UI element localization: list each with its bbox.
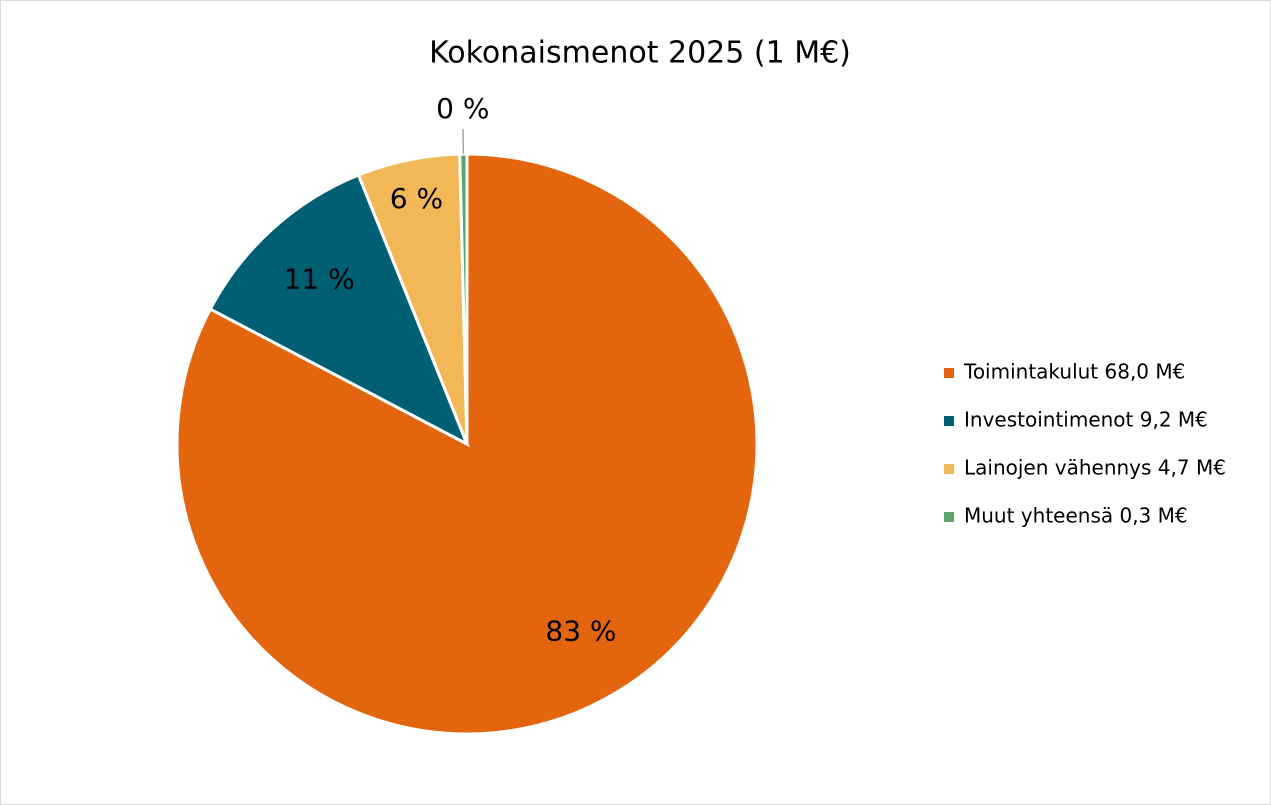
legend-label: Toimintakulut 68,0 M€ xyxy=(963,360,1185,384)
legend-swatch xyxy=(944,464,954,474)
pie-slice xyxy=(208,173,470,448)
legend-label: Investointimenot 9,2 M€ xyxy=(964,408,1208,432)
data-label: 11 % xyxy=(284,263,355,296)
legend-swatch xyxy=(944,368,954,378)
legend-swatch xyxy=(944,416,954,426)
legend-label: Lainojen vähennys 4,7 M€ xyxy=(964,456,1226,480)
legend-swatch xyxy=(944,512,954,522)
data-label: 0 % xyxy=(436,92,489,125)
data-label: 6 % xyxy=(390,182,443,215)
pie-slice xyxy=(175,152,759,736)
chart-title: Kokonaismenot 2025 (1 M€) xyxy=(429,36,851,71)
pie-slice xyxy=(458,152,469,445)
data-label: 83 % xyxy=(545,615,616,648)
legend-label: Muut yhteensä 0,3 M€ xyxy=(964,504,1188,528)
